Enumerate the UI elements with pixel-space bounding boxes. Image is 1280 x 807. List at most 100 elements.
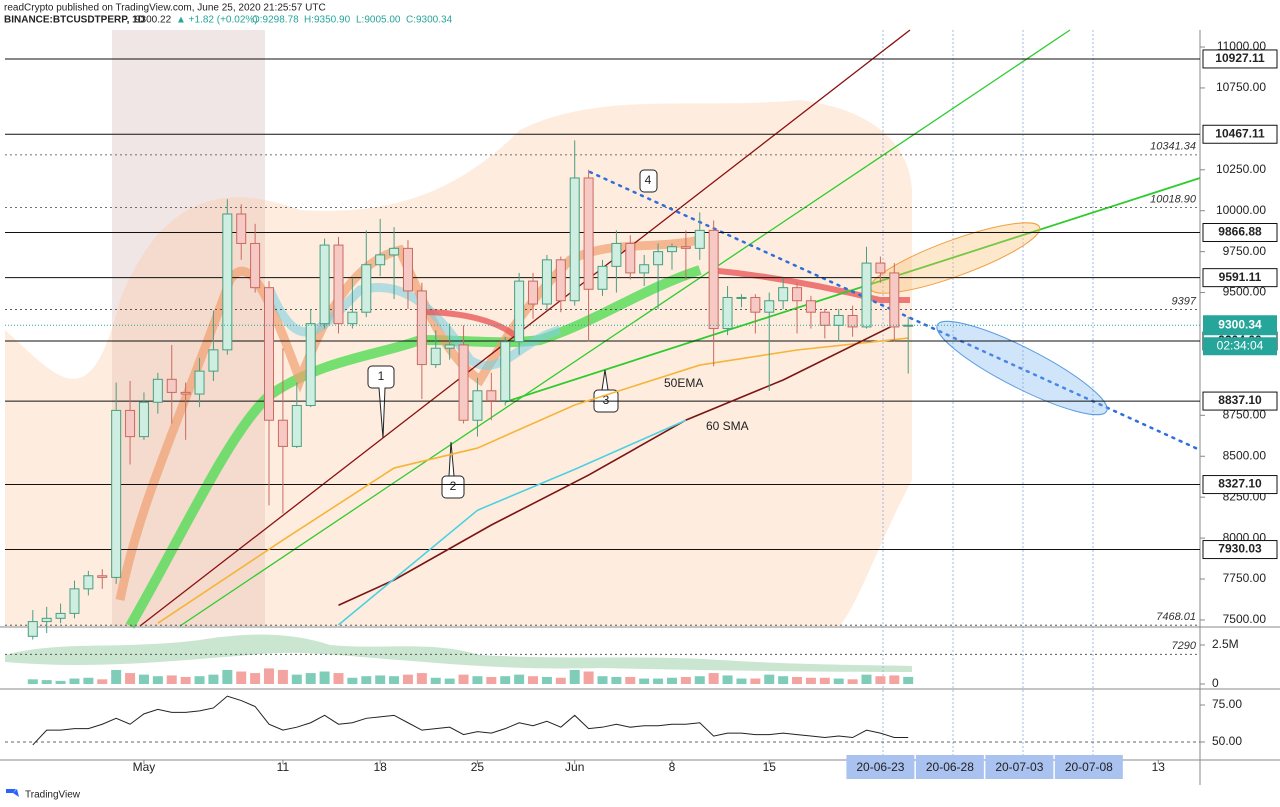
- volume-bar: [264, 668, 275, 684]
- annotation: 4: [645, 173, 652, 187]
- volume-bar: [680, 676, 691, 684]
- candle-body: [805, 300, 816, 313]
- current-price-label: 9300.34: [1218, 317, 1262, 331]
- ma-line: [157, 337, 909, 624]
- volume-bar: [736, 678, 747, 684]
- candle-body: [166, 378, 177, 393]
- y-tick-label: 9500.00: [1223, 285, 1267, 299]
- volume-oscillator: [5, 634, 912, 672]
- volume-bar: [250, 673, 261, 684]
- y-tick-label: 8500.00: [1223, 448, 1267, 462]
- candle-body: [778, 287, 789, 302]
- candle-body: [569, 177, 580, 302]
- candle-body: [347, 311, 358, 325]
- x-tick-label: 20-06-28: [926, 760, 974, 774]
- x-tick-label: 8: [669, 760, 676, 774]
- candle-body: [83, 575, 94, 590]
- volume-bar: [903, 676, 914, 684]
- candle-body: [541, 259, 552, 305]
- volume-bar: [555, 677, 566, 684]
- candle-body: [750, 296, 761, 313]
- candle-body: [847, 314, 858, 328]
- volume-bar: [708, 673, 719, 684]
- candle-body: [611, 242, 622, 267]
- level-box: [1202, 391, 1278, 411]
- volume-bar: [444, 678, 455, 684]
- x-tick-box: [915, 755, 984, 779]
- volume-bar: [389, 676, 400, 684]
- candle-body: [111, 409, 122, 578]
- volume-bar: [194, 676, 205, 684]
- last-price: 9300.22: [135, 15, 172, 26]
- x-tick-box: [846, 755, 915, 779]
- y-tick-label: 10250.00: [1216, 162, 1266, 176]
- candle-body: [583, 177, 594, 290]
- candle-body: [500, 341, 511, 402]
- volume-bar: [333, 673, 344, 684]
- candle-body: [430, 347, 441, 366]
- level-box: [1202, 124, 1278, 144]
- candle-body: [889, 272, 900, 328]
- volume-bar: [528, 676, 539, 684]
- candle-body: [416, 290, 427, 366]
- volume-bar: [166, 675, 177, 684]
- candle-body: [555, 259, 566, 302]
- ohlc-high: H:9350.90: [304, 15, 351, 26]
- volume-bar: [180, 676, 191, 684]
- volume-bar: [69, 678, 80, 684]
- volume-bar: [583, 671, 594, 684]
- candle-body: [152, 378, 163, 403]
- volume-bar: [347, 677, 358, 684]
- volume-tick-label: 0: [1212, 676, 1219, 690]
- candle-body: [666, 246, 677, 253]
- volume-bar: [97, 679, 108, 684]
- line-label: 60 SMA: [706, 419, 749, 433]
- candle-body: [291, 405, 302, 447]
- rsi-tick-label: 75.00: [1212, 697, 1242, 711]
- candle-body: [819, 311, 830, 326]
- volume-bar: [847, 679, 858, 684]
- volume-bar: [805, 677, 816, 684]
- volume-bar: [222, 669, 233, 684]
- volume-bar: [111, 669, 122, 684]
- candle-body: [833, 314, 844, 326]
- volume-bar: [27, 679, 38, 684]
- callout-shape: [639, 169, 658, 193]
- volume-bar: [861, 674, 872, 684]
- volume-bar: [430, 677, 441, 684]
- x-tick-label: 20-06-23: [856, 760, 904, 774]
- candle-body: [597, 265, 608, 290]
- x-tick-label: 20-07-08: [1065, 760, 1113, 774]
- candle-body: [333, 244, 344, 325]
- level-label: 8327.10: [1218, 477, 1262, 491]
- volume-bar: [236, 671, 247, 684]
- candle-body: [236, 213, 247, 244]
- level-label: 10467.11: [1215, 126, 1265, 140]
- callout-shape: [441, 441, 465, 499]
- change: ▲ +1.82 (+0.02%): [176, 15, 258, 26]
- volume-bar: [208, 674, 219, 684]
- y-tick-label: 7750.00: [1223, 571, 1267, 585]
- candle-body: [875, 262, 886, 274]
- volume-bar: [889, 675, 900, 684]
- candle-body: [69, 588, 80, 614]
- dotted-level-label: 10018.90: [1150, 194, 1197, 206]
- level-box: [1202, 49, 1278, 69]
- dotted-level-label: 10341.34: [1150, 141, 1196, 153]
- rsi-line: [32, 695, 909, 746]
- level-label: 9866.88: [1218, 225, 1262, 239]
- volume-bar: [277, 669, 288, 684]
- trendline: [504, 177, 1201, 403]
- dotted-level-label: 9397: [1172, 295, 1197, 307]
- ribbon-green: [125, 265, 702, 629]
- x-tick-box: [985, 755, 1054, 779]
- publisher: readCrypto published on TradingView.com,…: [4, 3, 326, 14]
- symbol: BINANCE:BTCUSDTPERP, 1D: [4, 15, 145, 26]
- candle-body: [277, 419, 288, 447]
- candle-body: [125, 409, 136, 438]
- y-tick-label: 10750.00: [1216, 80, 1266, 94]
- candle-body: [722, 296, 733, 330]
- candle-body: [472, 390, 483, 421]
- x-tick-label: May: [133, 760, 156, 774]
